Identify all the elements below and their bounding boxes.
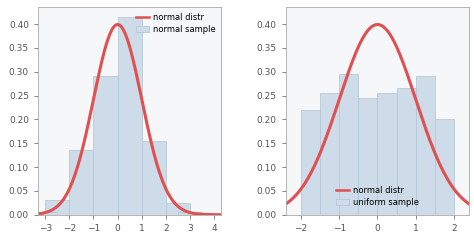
- Legend: normal distr, uniform sample: normal distr, uniform sample: [335, 185, 420, 208]
- Bar: [435, 119, 454, 215]
- Bar: [320, 93, 339, 215]
- Bar: [358, 98, 377, 215]
- Bar: [45, 200, 69, 215]
- Bar: [69, 150, 93, 215]
- Bar: [416, 76, 435, 215]
- Bar: [377, 93, 397, 215]
- Bar: [33, 212, 57, 215]
- Bar: [93, 76, 118, 215]
- Bar: [118, 17, 142, 215]
- Bar: [166, 203, 190, 215]
- Bar: [397, 88, 416, 215]
- Bar: [301, 110, 320, 215]
- Bar: [142, 141, 166, 215]
- Legend: normal distr, normal sample: normal distr, normal sample: [135, 11, 217, 35]
- Bar: [178, 212, 202, 215]
- Bar: [339, 74, 358, 215]
